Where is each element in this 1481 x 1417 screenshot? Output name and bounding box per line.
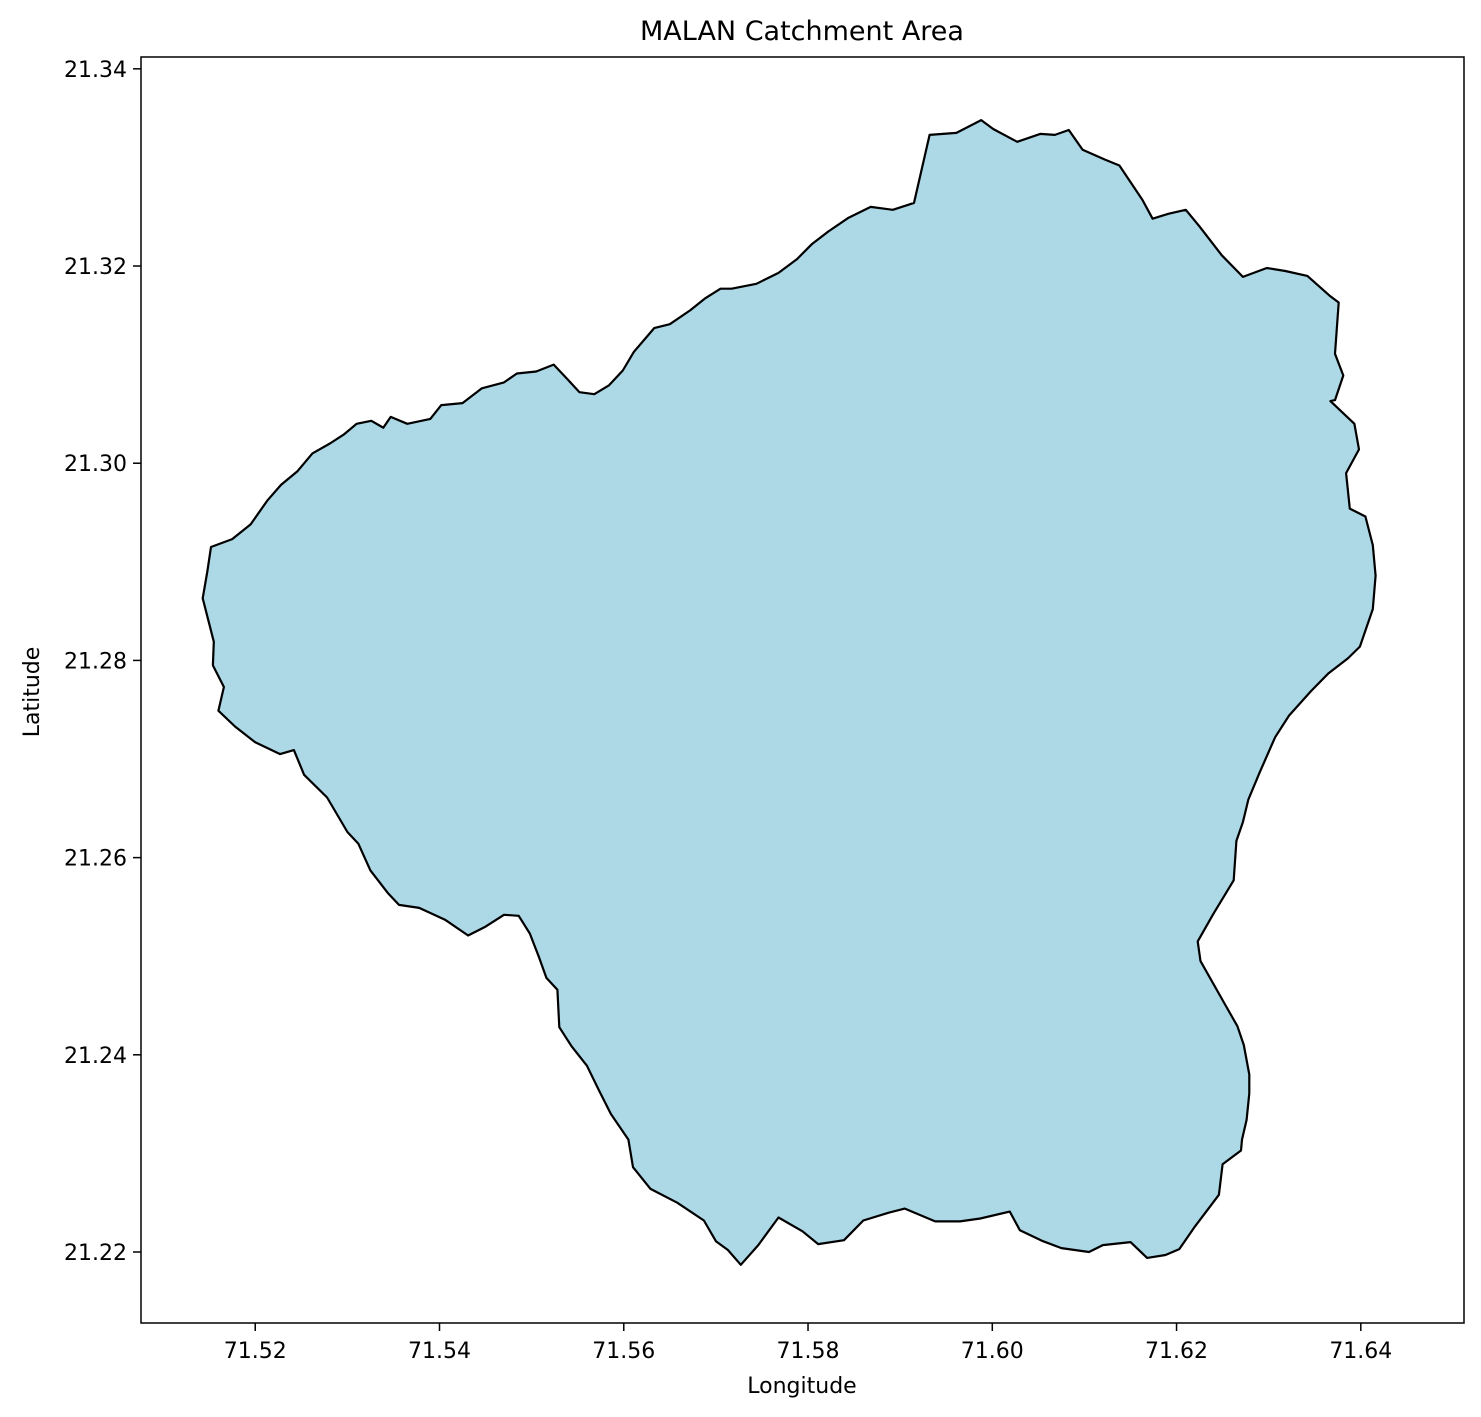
y-tick-label: 21.26 <box>64 847 127 872</box>
catchment-polygon <box>201 119 1377 1266</box>
y-tick-label: 21.30 <box>64 452 127 477</box>
x-tick-label: 71.56 <box>592 1339 655 1364</box>
y-tick-label: 21.32 <box>64 255 127 280</box>
y-axis-label: Latitude <box>20 647 45 738</box>
x-tick-label: 71.62 <box>1145 1339 1208 1364</box>
axes-frame <box>140 56 1465 1324</box>
x-axis-label: Longitude <box>747 1374 856 1399</box>
y-tick-label: 21.24 <box>64 1044 127 1069</box>
plot-area <box>201 119 1377 1266</box>
chart-title: MALAN Catchment Area <box>640 16 964 47</box>
x-tick-label: 71.54 <box>408 1339 471 1364</box>
y-tick-label: 21.34 <box>64 58 127 83</box>
x-tick-label: 71.52 <box>224 1339 287 1364</box>
x-tick-label: 71.64 <box>1329 1339 1392 1364</box>
y-tick-label: 21.22 <box>64 1241 127 1266</box>
y-axis: 21.22 21.24 21.26 21.28 21.30 21.32 21.34 <box>64 58 141 1266</box>
x-tick-label: 71.60 <box>961 1339 1024 1364</box>
x-axis: 71.52 71.54 71.56 71.58 71.60 71.62 71.64 <box>224 1323 1392 1364</box>
y-tick-label: 21.28 <box>64 649 127 674</box>
x-tick-label: 71.58 <box>777 1339 840 1364</box>
